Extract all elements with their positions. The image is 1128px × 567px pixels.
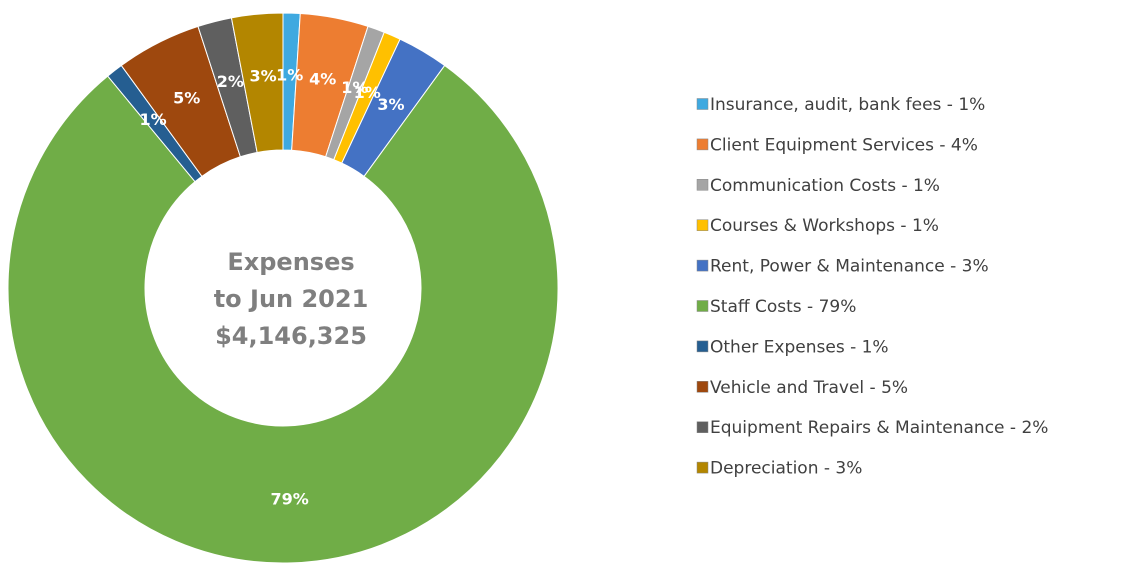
data-label: 3% bbox=[249, 66, 276, 85]
legend-marker bbox=[696, 259, 709, 272]
donut-slice bbox=[7, 64, 559, 564]
data-label: 2% bbox=[217, 72, 244, 91]
legend-marker bbox=[696, 381, 709, 393]
legend-marker bbox=[696, 138, 709, 151]
donut-slice bbox=[230, 12, 284, 154]
data-label: 79% bbox=[271, 489, 309, 508]
legend-label: Courses & Workshops - 1% bbox=[710, 216, 939, 236]
data-label: 3% bbox=[377, 95, 404, 114]
legend-label: Staff Costs - 79% bbox=[710, 297, 856, 317]
center-text: $4,146,325 bbox=[215, 322, 367, 350]
legend-marker bbox=[696, 461, 709, 474]
legend-label: Other Expenses - 1% bbox=[710, 337, 889, 357]
legend-marker bbox=[696, 98, 709, 110]
data-label: 1% bbox=[354, 83, 381, 102]
data-label: 4% bbox=[309, 69, 336, 88]
data-label: 1% bbox=[276, 66, 303, 85]
legend-marker bbox=[696, 340, 709, 353]
legend-label: Rent, Power & Maintenance - 3% bbox=[710, 257, 989, 277]
legend-marker bbox=[696, 179, 709, 191]
center-text: to Jun 2021 bbox=[214, 285, 369, 313]
legend-label: Equipment Repairs & Maintenance - 2% bbox=[710, 418, 1048, 438]
legend-label: Communication Costs - 1% bbox=[710, 176, 940, 196]
data-label: 5% bbox=[173, 89, 200, 108]
center-text: Expenses bbox=[227, 248, 354, 276]
legend-marker bbox=[696, 219, 709, 231]
legend-label: Depreciation - 3% bbox=[710, 459, 862, 479]
data-label: 1% bbox=[341, 78, 368, 97]
legend-label: Client Equipment Services - 4% bbox=[710, 135, 978, 155]
data-label: 1% bbox=[139, 110, 166, 129]
legend-marker bbox=[696, 421, 709, 433]
legend-label: Insurance, audit, bank fees - 1% bbox=[710, 95, 985, 115]
legend-label: Vehicle and Travel - 5% bbox=[710, 378, 908, 398]
legend-marker bbox=[696, 300, 709, 312]
